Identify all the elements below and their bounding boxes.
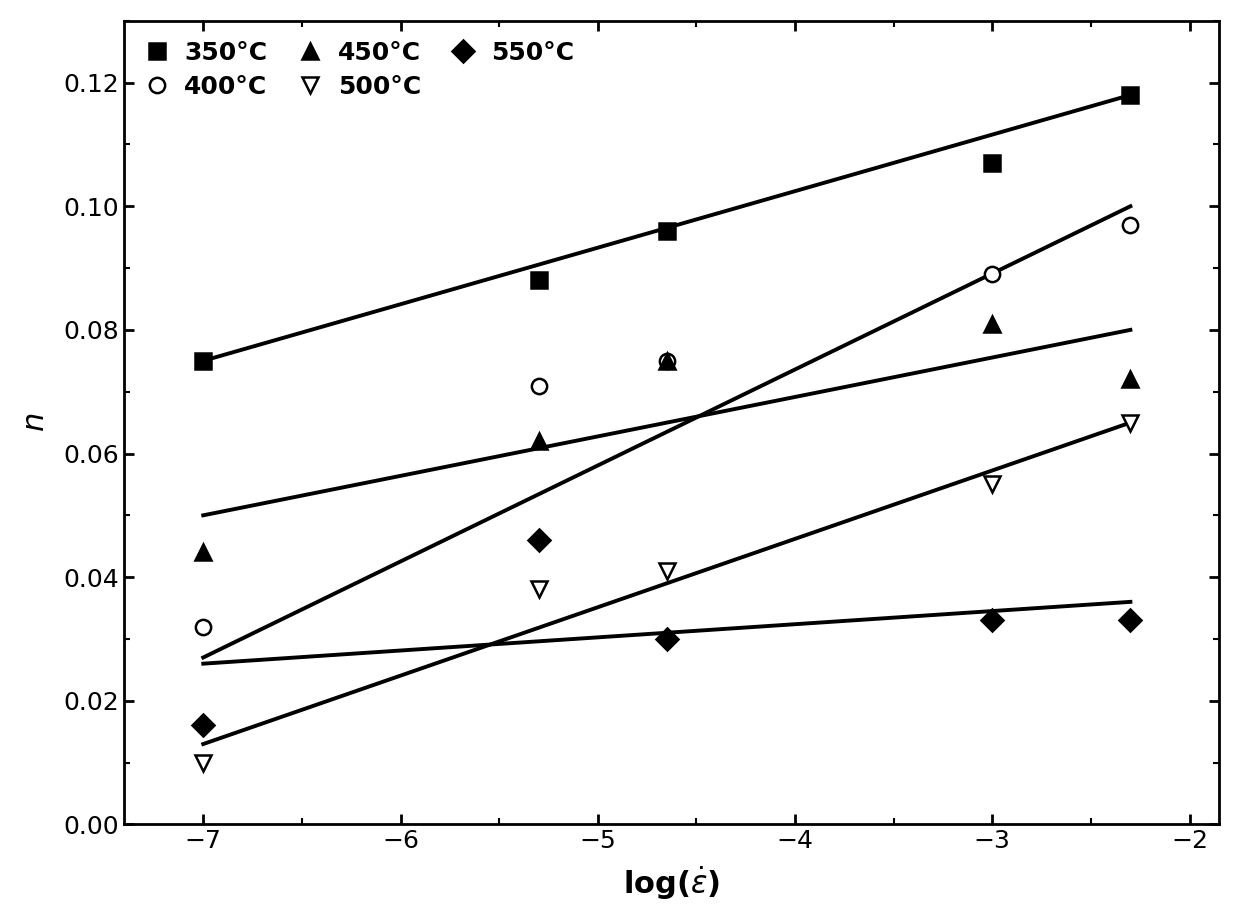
- Legend: 350°C, 400°C, 450°C, 500°C, 550°C: 350°C, 400°C, 450°C, 500°C, 550°C: [134, 30, 584, 109]
- X-axis label: log($\dot{\varepsilon}$): log($\dot{\varepsilon}$): [624, 864, 720, 902]
- Y-axis label: $n$: $n$: [21, 413, 50, 432]
